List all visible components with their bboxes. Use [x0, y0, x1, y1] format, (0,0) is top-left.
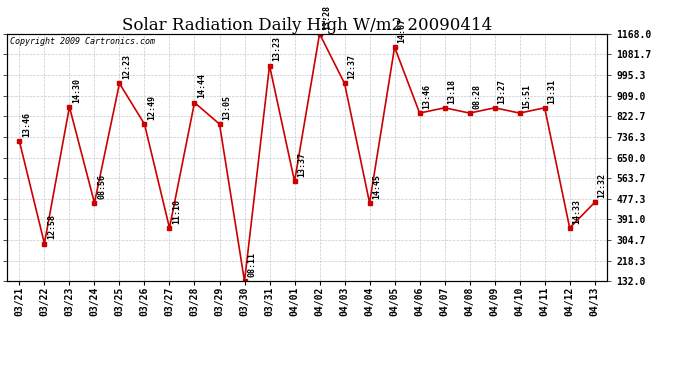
Text: 08:28: 08:28: [473, 84, 482, 109]
Text: 13:46: 13:46: [22, 112, 31, 137]
Text: 13:18: 13:18: [447, 79, 456, 104]
Text: 14:33: 14:33: [573, 199, 582, 224]
Text: 08:11: 08:11: [247, 252, 256, 277]
Text: 13:23: 13:23: [273, 36, 282, 62]
Text: 12:37: 12:37: [347, 54, 356, 79]
Text: 08:56: 08:56: [97, 174, 106, 199]
Text: 13:05: 13:05: [222, 95, 231, 120]
Text: 14:44: 14:44: [197, 74, 206, 98]
Text: Copyright 2009 Cartronics.com: Copyright 2009 Cartronics.com: [10, 38, 155, 46]
Text: 14:30: 14:30: [72, 78, 81, 103]
Text: 14:45: 14:45: [373, 174, 382, 199]
Text: 14:07: 14:07: [397, 18, 406, 43]
Text: 13:31: 13:31: [547, 79, 556, 104]
Text: 13:46: 13:46: [422, 84, 431, 109]
Text: 12:58: 12:58: [47, 214, 56, 239]
Text: 12:49: 12:49: [147, 95, 156, 120]
Text: 13:27: 13:27: [497, 79, 506, 104]
Text: 13:37: 13:37: [297, 152, 306, 177]
Text: 13:28: 13:28: [322, 4, 331, 30]
Text: 11:10: 11:10: [172, 199, 181, 224]
Text: 12:23: 12:23: [122, 54, 131, 79]
Text: 12:32: 12:32: [598, 173, 607, 198]
Text: 15:51: 15:51: [522, 84, 531, 109]
Title: Solar Radiation Daily High W/m2 20090414: Solar Radiation Daily High W/m2 20090414: [122, 16, 492, 34]
